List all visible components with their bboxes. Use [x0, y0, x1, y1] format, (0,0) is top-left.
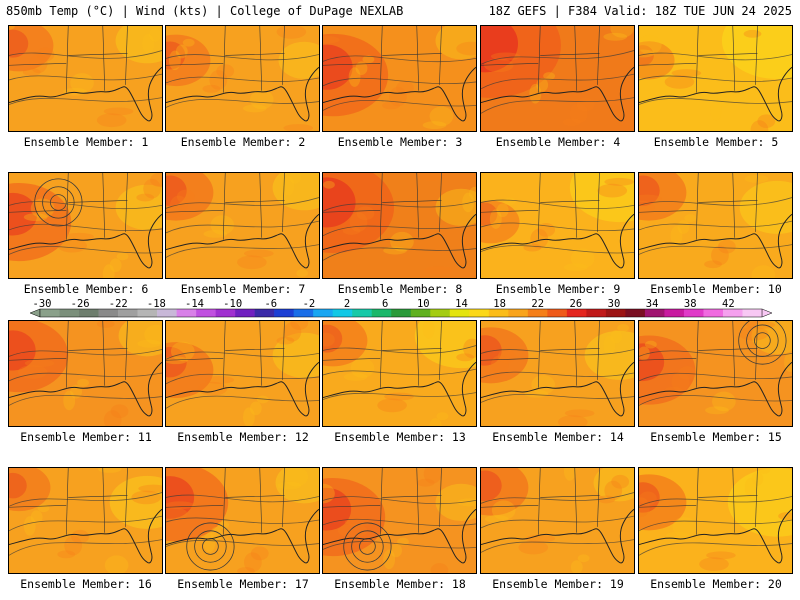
- colorbar-swatch: [274, 309, 294, 317]
- colorbar-swatch: [352, 309, 373, 317]
- ensemble-member-label: Ensemble Member: 14: [492, 430, 624, 444]
- colorbar-swatch: [118, 309, 138, 317]
- colorbar-swatch: [586, 309, 607, 317]
- colorbar-swatch: [469, 309, 490, 317]
- colorbar-swatch: [488, 309, 509, 317]
- colorbar-swatch: [391, 309, 412, 317]
- colorbar-swatch: [196, 309, 216, 317]
- ensemble-member-label: Ensemble Member: 19: [492, 577, 624, 591]
- colorbar-swatch: [254, 309, 275, 317]
- colorbar-tick-label: 14: [455, 298, 468, 310]
- colorbar-tick-label: -26: [71, 298, 90, 310]
- ensemble-member-map: [322, 467, 477, 574]
- colorbar-swatch: [527, 309, 548, 317]
- colorbar-tick-label: 30: [608, 298, 621, 310]
- ensemble-member-map: [638, 320, 793, 427]
- ensemble-member-label: Ensemble Member: 18: [334, 577, 466, 591]
- colorbar-tick-label: 2: [344, 298, 350, 310]
- colorbar-swatch: [98, 309, 119, 317]
- colorbar-swatch: [605, 309, 626, 317]
- colorbar-tick-label: -6: [264, 298, 277, 310]
- ensemble-member-label: Ensemble Member: 7: [180, 282, 306, 296]
- colorbar-swatch: [137, 309, 158, 317]
- ensemble-member-label: Ensemble Member: 9: [495, 282, 621, 296]
- colorbar-tick-label: 34: [646, 298, 659, 310]
- colorbar-swatch: [683, 309, 704, 317]
- colorbar-tick-label: -10: [223, 298, 242, 310]
- ensemble-member-map: [480, 172, 635, 279]
- colorbar-tick-label: 42: [722, 298, 735, 310]
- colorbar-swatch: [722, 309, 743, 317]
- temperature-colorbar: -30 -26 -22 -18 -14 -10 -6 -2 2 6 10 14 18 22 26 30 34 38…: [30, 298, 772, 318]
- ensemble-member-map: [8, 172, 163, 279]
- colorbar-swatch: [176, 309, 197, 317]
- colorbar-tick-label: 6: [382, 298, 388, 310]
- ensemble-member-map: [322, 320, 477, 427]
- colorbar-tick-label: -18: [147, 298, 166, 310]
- colorbar-swatch: [742, 309, 763, 317]
- colorbar-swatch: [547, 309, 568, 317]
- colorbar-tick-label: 10: [417, 298, 430, 310]
- colorbar-swatch: [449, 309, 470, 317]
- ensemble-member-map: [322, 172, 477, 279]
- colorbar-tick-label: -14: [185, 298, 204, 310]
- colorbar-swatch: [566, 309, 587, 317]
- colorbar-tick-label: -30: [33, 298, 52, 310]
- ensemble-member-map: [638, 172, 793, 279]
- ensemble-member-label: Ensemble Member: 20: [650, 577, 782, 591]
- colorbar-swatch: [40, 309, 60, 317]
- ensemble-member-label: Ensemble Member: 12: [177, 430, 309, 444]
- colorbar-swatch: [664, 309, 685, 317]
- ensemble-member-map: [480, 320, 635, 427]
- ensemble-member-map: [165, 467, 320, 574]
- colorbar-swatch: [235, 309, 255, 317]
- ensemble-member-label: Ensemble Member: 11: [20, 430, 152, 444]
- ensemble-member-label: Ensemble Member: 10: [650, 282, 782, 296]
- colorbar-swatch: [79, 309, 99, 317]
- colorbar-swatch: [313, 309, 334, 317]
- colorbar-swatch: [371, 309, 392, 317]
- colorbar-swatch: [625, 309, 646, 317]
- ensemble-member-map: [8, 467, 163, 574]
- ensemble-member-label: Ensemble Member: 6: [23, 282, 149, 296]
- ensemble-member-label: Ensemble Member: 3: [337, 135, 463, 149]
- ensemble-member-map: [638, 25, 793, 132]
- ensemble-member-label: Ensemble Member: 4: [495, 135, 621, 149]
- ensemble-member-label: Ensemble Member: 13: [334, 430, 466, 444]
- ensemble-member-label: Ensemble Member: 15: [650, 430, 782, 444]
- colorbar-tick-label: -2: [303, 298, 316, 310]
- colorbar-swatch: [157, 309, 177, 317]
- ensemble-member-map: [480, 467, 635, 574]
- colorbar-swatch: [430, 309, 451, 317]
- model-valid-time: 18Z GEFS | F384 Valid: 18Z TUE JUN 24 20…: [488, 4, 792, 18]
- colorbar-swatch: [703, 309, 724, 317]
- ensemble-member-map: [8, 320, 163, 427]
- colorbar-tick-label: 26: [570, 298, 583, 310]
- colorbar-swatch: [644, 309, 665, 317]
- ensemble-member-map: [165, 320, 320, 427]
- ensemble-member-map: [165, 172, 320, 279]
- ensemble-member-label: Ensemble Member: 2: [180, 135, 306, 149]
- colorbar-swatch: [332, 309, 353, 317]
- ensemble-member-map: [165, 25, 320, 132]
- ensemble-member-label: Ensemble Member: 17: [177, 577, 309, 591]
- map-title: 850mb Temp (°C) | Wind (kts) | College o…: [6, 4, 404, 18]
- colorbar-swatch: [293, 309, 314, 317]
- ensemble-member-label: Ensemble Member: 5: [653, 135, 779, 149]
- colorbar-swatch: [410, 309, 431, 317]
- ensemble-member-map: [480, 25, 635, 132]
- colorbar-tick-label: -22: [109, 298, 128, 310]
- colorbar-tick-label: 18: [493, 298, 506, 310]
- colorbar-swatch: [59, 309, 80, 317]
- colorbar-swatch: [508, 309, 529, 317]
- colorbar-tick-label: 22: [531, 298, 544, 310]
- ensemble-member-map: [638, 467, 793, 574]
- colorbar-swatch: [215, 309, 236, 317]
- ensemble-member-label: Ensemble Member: 1: [23, 135, 149, 149]
- ensemble-member-label: Ensemble Member: 16: [20, 577, 152, 591]
- colorbar-tick-label: 38: [684, 298, 697, 310]
- ensemble-member-map: [8, 25, 163, 132]
- ensemble-member-map: [322, 25, 477, 132]
- ensemble-member-label: Ensemble Member: 8: [337, 282, 463, 296]
